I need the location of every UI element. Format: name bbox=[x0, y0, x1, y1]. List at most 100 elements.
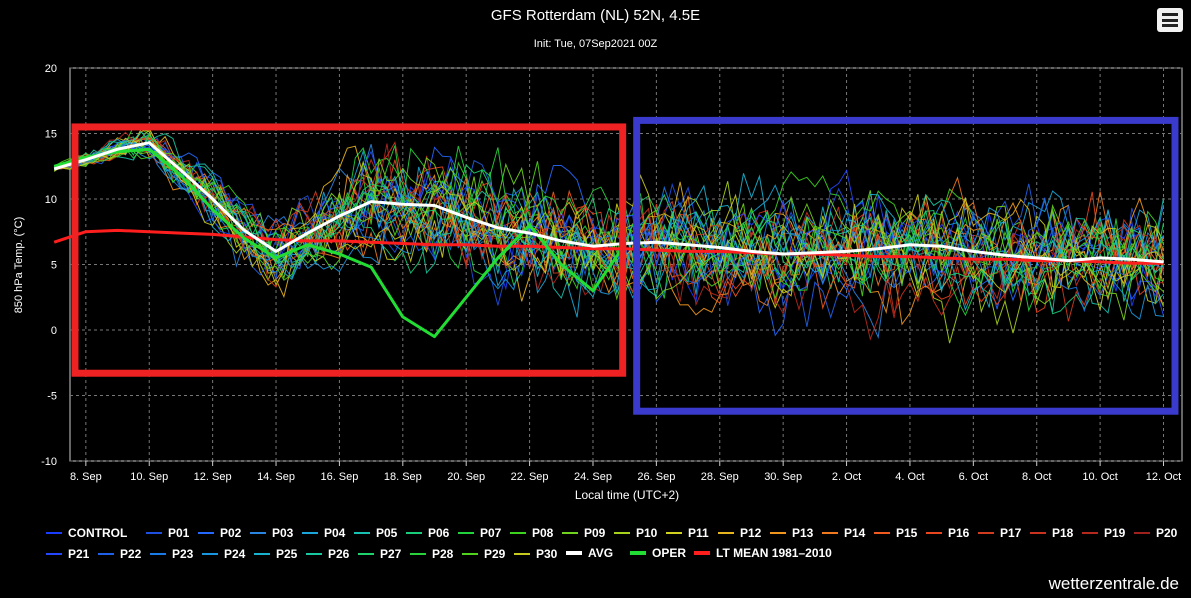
legend-item-p19[interactable]: P19 bbox=[1082, 524, 1134, 542]
legend-item-p10[interactable]: P10 bbox=[614, 524, 666, 542]
legend-label: P08 bbox=[532, 526, 554, 540]
legend-item-p26[interactable]: P26 bbox=[306, 545, 358, 563]
legend-swatch bbox=[666, 532, 682, 534]
legend-item-p15[interactable]: P15 bbox=[874, 524, 926, 542]
legend-swatch bbox=[566, 551, 582, 555]
legend-item-p29[interactable]: P29 bbox=[462, 545, 514, 563]
y-axis: -10 -5 0 5 10 15 20 bbox=[41, 63, 57, 468]
series-line-avg bbox=[53, 141, 1164, 264]
legend-label: P18 bbox=[1052, 526, 1074, 540]
ensemble-line-p04 bbox=[54, 142, 1164, 318]
x-tick-label: 16. Sep bbox=[320, 471, 358, 483]
legend-swatch bbox=[926, 532, 942, 534]
legend-item-p27[interactable]: P27 bbox=[358, 545, 410, 563]
legend-item-p05[interactable]: P05 bbox=[354, 524, 406, 542]
legend-item-p25[interactable]: P25 bbox=[254, 545, 306, 563]
x-tick-label: 22. Sep bbox=[511, 471, 549, 483]
legend-item-p12[interactable]: P12 bbox=[718, 524, 770, 542]
legend-label: P09 bbox=[584, 526, 606, 540]
legend-swatch bbox=[458, 532, 474, 534]
legend-label: P21 bbox=[68, 547, 90, 561]
legend-item-oper[interactable]: OPER bbox=[630, 544, 694, 562]
legend: CONTROL P01 P02 P03 P04 P05 P06 P07 P08 P09 P10 P11… bbox=[46, 521, 1186, 563]
legend-label: P28 bbox=[432, 547, 454, 561]
legend-item-p18[interactable]: P18 bbox=[1030, 524, 1082, 542]
legend-label: LT MEAN 1981–2010 bbox=[716, 546, 832, 560]
legend-label: P03 bbox=[272, 526, 294, 540]
legend-item-avg[interactable]: AVG bbox=[566, 544, 630, 562]
x-tick-label: 8. Oct bbox=[1022, 471, 1051, 483]
y-tick-label: 10 bbox=[45, 194, 57, 206]
legend-swatch bbox=[198, 532, 214, 534]
legend-item-p23[interactable]: P23 bbox=[150, 545, 202, 563]
x-tick-label: 30. Sep bbox=[764, 471, 802, 483]
legend-swatch bbox=[46, 553, 62, 555]
x-axis: 8. Sep 10. Sep 12. Sep 14. Sep 16. Sep 18. Se… bbox=[70, 461, 1181, 483]
series-line-oper bbox=[53, 147, 626, 339]
legend-item-p01[interactable]: P01 bbox=[146, 524, 198, 542]
legend-item-p08[interactable]: P08 bbox=[510, 524, 562, 542]
legend-item-control[interactable]: CONTROL bbox=[46, 524, 146, 542]
legend-swatch bbox=[254, 553, 270, 555]
y-tick-label: 5 bbox=[51, 260, 57, 272]
legend-label: P04 bbox=[324, 526, 346, 540]
legend-swatch bbox=[718, 532, 734, 534]
legend-swatch bbox=[630, 551, 646, 555]
legend-label: P17 bbox=[1000, 526, 1022, 540]
hamburger-menu-icon[interactable] bbox=[1157, 8, 1183, 32]
legend-swatch bbox=[770, 532, 786, 534]
y-tick-label: 20 bbox=[45, 63, 57, 75]
legend-label: P10 bbox=[636, 526, 658, 540]
legend-item-p06[interactable]: P06 bbox=[406, 524, 458, 542]
ensemble-line-p29 bbox=[53, 143, 1164, 321]
y-tick-label: 15 bbox=[45, 129, 57, 141]
y-axis-label: 850 hPa Temp. (°C) bbox=[13, 217, 25, 314]
legend-item-p14[interactable]: P14 bbox=[822, 524, 874, 542]
legend-label: P23 bbox=[172, 547, 194, 561]
legend-swatch bbox=[562, 532, 578, 534]
chart-subtitle: Init: Tue, 07Sep2021 00Z bbox=[533, 38, 658, 50]
legend-label: P05 bbox=[376, 526, 398, 540]
legend-item-p13[interactable]: P13 bbox=[770, 524, 822, 542]
legend-label: P19 bbox=[1104, 526, 1126, 540]
red-highlight-box bbox=[71, 123, 627, 377]
legend-item-lt-mean-1981-2010[interactable]: LT MEAN 1981–2010 bbox=[694, 544, 874, 562]
legend-label: P20 bbox=[1156, 526, 1178, 540]
legend-swatch bbox=[462, 553, 478, 555]
legend-item-p11[interactable]: P11 bbox=[666, 524, 718, 542]
legend-label: P06 bbox=[428, 526, 450, 540]
legend-item-p17[interactable]: P17 bbox=[978, 524, 1030, 542]
legend-item-p24[interactable]: P24 bbox=[202, 545, 254, 563]
legend-item-p07[interactable]: P07 bbox=[458, 524, 510, 542]
x-tick-label: 18. Sep bbox=[384, 471, 422, 483]
legend-swatch bbox=[150, 553, 166, 555]
y-tick-label: 0 bbox=[51, 325, 57, 337]
legend-item-p09[interactable]: P09 bbox=[562, 524, 614, 542]
legend-item-p16[interactable]: P16 bbox=[926, 524, 978, 542]
ensemble-line-p27 bbox=[54, 134, 1164, 317]
x-tick-label: 12. Sep bbox=[194, 471, 232, 483]
legend-swatch bbox=[354, 532, 370, 534]
blue-highlight-box bbox=[633, 116, 1179, 415]
x-tick-label: 10. Sep bbox=[130, 471, 168, 483]
legend-item-p21[interactable]: P21 bbox=[46, 545, 98, 563]
x-tick-label: 20. Sep bbox=[447, 471, 485, 483]
legend-item-p30[interactable]: P30 bbox=[514, 545, 566, 563]
legend-item-p20[interactable]: P20 bbox=[1134, 524, 1186, 542]
legend-swatch bbox=[306, 553, 322, 555]
legend-swatch bbox=[250, 532, 266, 534]
x-tick-label: 26. Sep bbox=[637, 471, 675, 483]
legend-item-p04[interactable]: P04 bbox=[302, 524, 354, 542]
legend-swatch bbox=[514, 553, 530, 555]
annotation-boxes bbox=[71, 116, 1179, 415]
legend-item-p02[interactable]: P02 bbox=[198, 524, 250, 542]
legend-swatch bbox=[1134, 532, 1150, 534]
legend-swatch bbox=[406, 532, 422, 534]
legend-item-p03[interactable]: P03 bbox=[250, 524, 302, 542]
series-layer bbox=[53, 126, 1164, 344]
brand-watermark: wetterzentrale.de bbox=[1048, 574, 1179, 593]
legend-item-p28[interactable]: P28 bbox=[410, 545, 462, 563]
ensemble-line-p06 bbox=[54, 134, 1164, 315]
legend-label: P02 bbox=[220, 526, 242, 540]
legend-item-p22[interactable]: P22 bbox=[98, 545, 150, 563]
